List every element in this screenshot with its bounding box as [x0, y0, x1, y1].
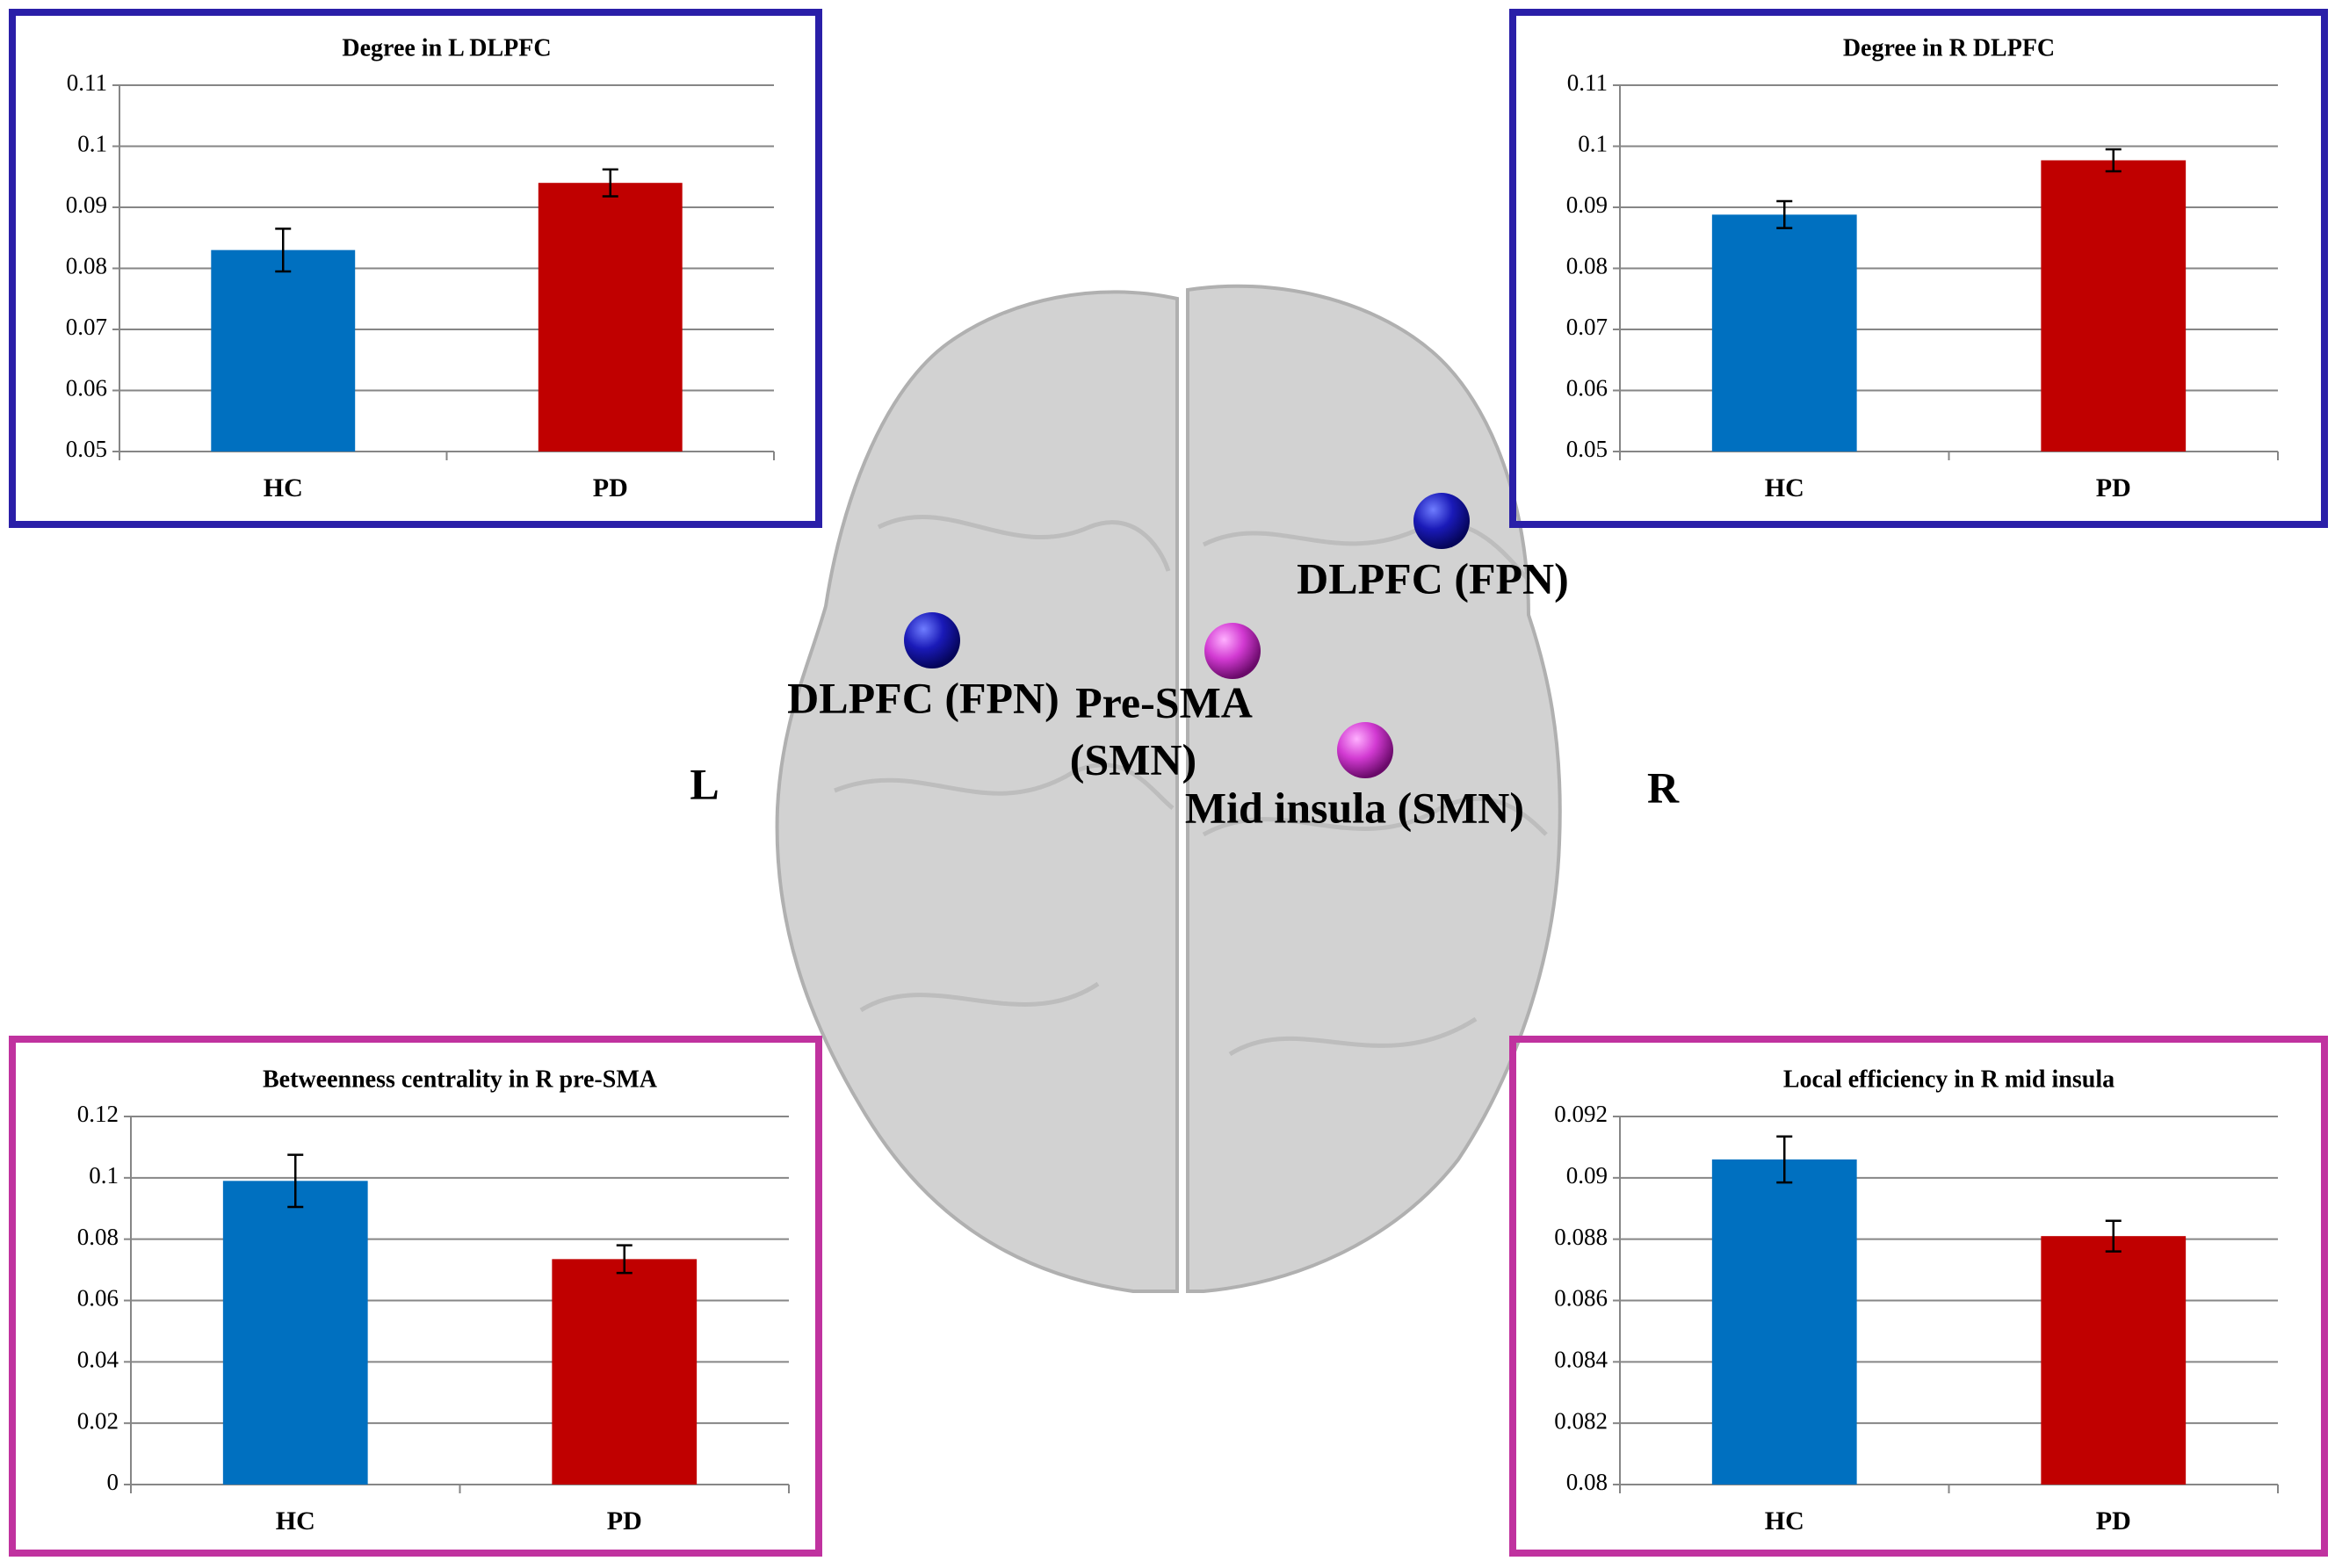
- x-tick-label: PD: [2096, 473, 2131, 502]
- bar: [552, 1259, 698, 1485]
- y-tick-label: 0.06: [1566, 375, 1608, 401]
- y-tick-label: 0.1: [77, 131, 107, 157]
- y-tick-label: 0.07: [66, 314, 107, 340]
- node-sphere: [904, 612, 960, 668]
- chart-title: Local efficiency in R mid insula: [1783, 1066, 2115, 1093]
- x-tick-label: PD: [593, 473, 628, 502]
- y-tick-label: 0.09: [1566, 1162, 1608, 1189]
- panel-frame: [9, 1036, 822, 1557]
- brain: L R DLPFC (FPN) DLPFC (FPN) Pre-SMA (SMN…: [690, 284, 1680, 1293]
- y-tick-label: 0.07: [1566, 314, 1608, 340]
- y-tick-label: 0.11: [1567, 69, 1608, 96]
- bar: [538, 183, 683, 452]
- gyri: [834, 514, 1548, 1057]
- node-label: DLPFC (FPN): [1297, 553, 1569, 603]
- y-tick-label: 0.06: [66, 375, 107, 401]
- node-label: DLPFC (FPN): [787, 673, 1059, 722]
- bar: [222, 1181, 368, 1485]
- y-tick-label: 0.05: [1566, 436, 1608, 462]
- y-tick-label: 0.04: [77, 1347, 119, 1373]
- y-tick-label: 0.086: [1554, 1285, 1608, 1311]
- panel-frame: [9, 9, 822, 528]
- bar: [1711, 214, 1857, 452]
- y-tick-label: 0.09: [1566, 191, 1608, 218]
- x-tick-label: HC: [1765, 473, 1804, 502]
- y-tick-label: 0: [107, 1469, 119, 1495]
- y-tick-label: 0.084: [1554, 1347, 1608, 1373]
- node-sphere: [1337, 722, 1393, 778]
- y-tick-label: 0.11: [67, 69, 107, 96]
- bar: [2041, 160, 2187, 452]
- y-tick-label: 0.082: [1554, 1407, 1608, 1434]
- chart-title: Degree in R DLPFC: [1843, 34, 2055, 61]
- bar: [2041, 1236, 2187, 1485]
- y-tick-label: 0.08: [1566, 253, 1608, 279]
- hemisphere-label: R: [1647, 762, 1680, 812]
- y-tick-label: 0.02: [77, 1407, 119, 1434]
- x-tick-label: PD: [2096, 1507, 2131, 1535]
- x-tick-label: HC: [264, 473, 303, 502]
- node-sphere: [1204, 623, 1261, 679]
- y-tick-label: 0.08: [66, 253, 107, 279]
- y-tick-label: 0.08: [77, 1224, 119, 1250]
- y-tick-label: 0.05: [66, 436, 107, 462]
- panel-frame: [1509, 9, 2328, 528]
- panel-frame: [1509, 1036, 2328, 1557]
- y-tick-label: 0.088: [1554, 1224, 1608, 1250]
- x-tick-label: PD: [607, 1507, 642, 1535]
- x-tick-label: HC: [1765, 1507, 1804, 1535]
- chart-title: Degree in L DLPFC: [342, 34, 551, 61]
- bar: [211, 249, 356, 452]
- node-label: Mid insula (SMN): [1185, 783, 1524, 832]
- chart-title: Betweenness centrality in R pre-SMA: [263, 1066, 658, 1093]
- y-tick-label: 0.06: [77, 1285, 119, 1311]
- y-tick-label: 0.08: [1566, 1469, 1608, 1495]
- y-tick-label: 0.12: [77, 1101, 119, 1127]
- node-label: (SMN): [1070, 734, 1196, 784]
- bar: [1711, 1159, 1857, 1485]
- node-label: Pre-SMA: [1075, 677, 1253, 726]
- node-sphere: [1413, 493, 1470, 549]
- y-tick-label: 0.1: [1578, 131, 1608, 157]
- y-tick-label: 0.09: [66, 191, 107, 218]
- y-tick-label: 0.1: [89, 1162, 119, 1189]
- x-tick-label: HC: [276, 1507, 315, 1535]
- y-tick-label: 0.092: [1554, 1101, 1608, 1127]
- hemisphere-label: L: [690, 759, 719, 808]
